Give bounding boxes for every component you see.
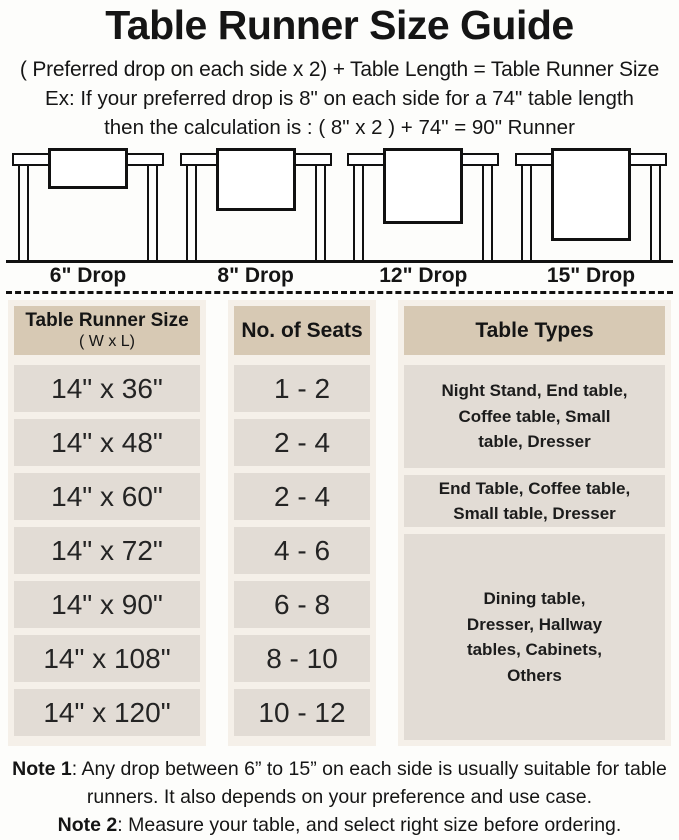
dashed-separator: [6, 291, 673, 294]
note-2-text: : Measure your table, and select right s…: [117, 813, 622, 836]
runner-size-cell: 14" x 48": [14, 419, 200, 466]
table-leg-right: [482, 165, 494, 260]
runner-drape: [550, 148, 631, 241]
column-seats: No. of Seats 1 - 2 2 - 4 2 - 4 4 - 6 6 -…: [228, 300, 376, 746]
page-title: Table Runner Size Guide: [105, 2, 574, 48]
runner-drape: [383, 148, 464, 224]
seats-cell: 4 - 6: [234, 527, 370, 574]
notes-section: Note 1: Any drop between 6” to 15” on ea…: [0, 756, 679, 840]
table-leg-right: [649, 165, 661, 260]
table-leg-left: [520, 165, 532, 260]
example-line-2: then the calculation is : ( 8" x 2 ) + 7…: [104, 116, 575, 139]
runner-size-cell: 14" x 108": [14, 635, 200, 682]
note-1-label: Note 1: [12, 758, 72, 780]
table-diagrams: [0, 148, 679, 260]
size-guide-table: Table Runner Size ( W x L) 14" x 36" 14"…: [0, 300, 679, 746]
column-header-seats: No. of Seats: [234, 306, 370, 355]
table-diagram-8-drop: [179, 148, 332, 260]
seats-cell: 10 - 12: [234, 689, 370, 736]
formula-line: ( Preferred drop on each side x 2) + Tab…: [19, 58, 660, 81]
table-diagram-12-drop: [347, 148, 500, 260]
drop-label-15: 15" Drop: [546, 264, 636, 287]
runner-size-cell: 14" x 60": [14, 473, 200, 520]
note-1-text: : Any drop between 6” to 15” on each sid…: [71, 758, 667, 808]
table-diagram-6-drop: [12, 148, 164, 260]
drop-label-8: 8" Drop: [217, 264, 294, 287]
column-header-runner-size-subtitle: ( W x L): [79, 333, 135, 350]
table-types-cell-small: Night Stand, End table, Coffee table, Sm…: [404, 365, 665, 468]
table-types-cell-large: Dining table, Dresser, Hallway tables, C…: [404, 534, 665, 740]
note-2-label: Note 2: [57, 813, 118, 836]
drop-label-6: 6" Drop: [49, 264, 127, 287]
seats-cell: 2 - 4: [234, 473, 370, 520]
column-runner-size: Table Runner Size ( W x L) 14" x 36" 14"…: [8, 300, 206, 746]
example-line-1: Ex: If your preferred drop is 8" on each…: [45, 87, 634, 110]
seats-cell: 2 - 4: [234, 419, 370, 466]
column-header-runner-size-title: Table Runner Size: [25, 310, 189, 331]
runner-size-cell: 14" x 90": [14, 581, 200, 628]
runner-drape: [215, 148, 296, 211]
runner-size-cell: 14" x 36": [14, 365, 200, 412]
seats-cell: 8 - 10: [234, 635, 370, 682]
table-leg-right: [314, 165, 326, 260]
runner-drape: [48, 148, 128, 189]
note-1: Note 1: Any drop between 6” to 15” on ea…: [2, 756, 677, 812]
runner-size-cell: 14" x 72": [14, 527, 200, 574]
seats-cell: 1 - 2: [234, 365, 370, 412]
column-header-runner-size: Table Runner Size ( W x L): [14, 306, 200, 355]
column-table-types: Table Types Night Stand, End table, Coff…: [398, 300, 671, 746]
table-leg-left: [185, 165, 197, 260]
table-leg-left: [18, 165, 29, 260]
table-types-cell-medium: End Table, Coffee table, Small table, Dr…: [404, 475, 665, 527]
column-header-table-types: Table Types: [404, 306, 665, 355]
drop-label-12: 12" Drop: [379, 264, 468, 287]
seats-cell: 6 - 8: [234, 581, 370, 628]
table-leg-right: [147, 165, 158, 260]
table-leg-left: [353, 165, 365, 260]
table-diagram-15-drop: [514, 148, 667, 260]
runner-size-cell: 14" x 120": [14, 689, 200, 736]
drop-labels-row: 6" Drop 8" Drop 12" Drop 15" Drop: [0, 264, 679, 288]
floor-line: [6, 260, 673, 263]
